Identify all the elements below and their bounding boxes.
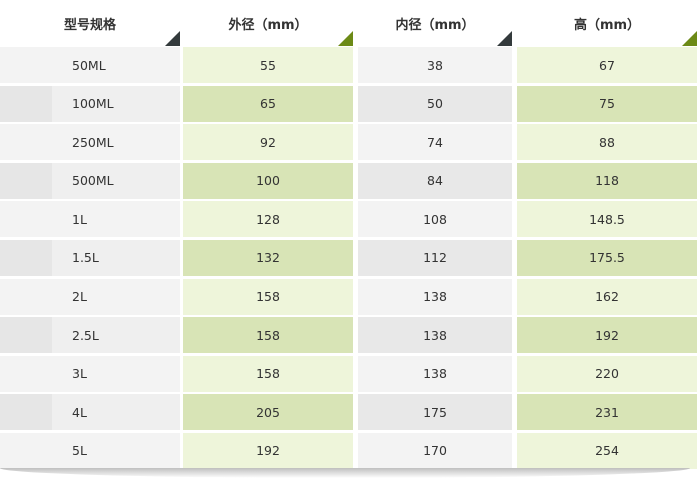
table-cell: 192 [517, 317, 697, 354]
header-outer: 外径（mm） [183, 0, 353, 46]
table-cell: 50 [358, 85, 512, 122]
corner-triangle-icon [682, 31, 697, 46]
table-cell: 4L [0, 394, 180, 431]
table-cell: 118 [517, 162, 697, 199]
table-cell: 170 [358, 432, 512, 469]
table-cell: 92 [183, 124, 353, 161]
table-cell: 74 [358, 124, 512, 161]
header-label: 型号规格 [63, 17, 116, 33]
table-cell: 75 [517, 85, 697, 122]
table-cell: 1L [0, 201, 180, 238]
table-cell: 38 [358, 47, 512, 83]
table-cell: 1.5L [0, 239, 180, 276]
table-cell: 132 [183, 239, 353, 276]
table-cell: 2L [0, 278, 180, 315]
header-height: 高（mm） [517, 0, 697, 46]
table-cell: 192 [183, 432, 353, 469]
header-label: 内径（mm） [395, 17, 475, 33]
table-cell: 3L [0, 355, 180, 392]
table-cell: 128 [183, 201, 353, 238]
table-cell: 220 [517, 355, 697, 392]
table-cell: 112 [358, 239, 512, 276]
table-cell: 138 [358, 317, 512, 354]
table-cell: 65 [183, 85, 353, 122]
column-inner: 38 50 74 84 108 112 138 138 138 175 170 [358, 47, 512, 472]
corner-triangle-icon [165, 31, 180, 46]
table-cell: 67 [517, 47, 697, 83]
table-cell: 108 [358, 201, 512, 238]
header-label: 外径（mm） [228, 17, 308, 33]
header-inner: 内径（mm） [358, 0, 512, 46]
column-model: 50ML 100ML 250ML 500ML 1L 1.5L 2L 2.5L 3L 4L 5L [0, 47, 180, 472]
table-cell: 162 [517, 278, 697, 315]
table-cell: 158 [183, 278, 353, 315]
table-cell: 175.5 [517, 239, 697, 276]
table-cell: 175 [358, 394, 512, 431]
table-cell: 231 [517, 394, 697, 431]
corner-triangle-icon [338, 31, 353, 46]
table-cell: 254 [517, 432, 697, 469]
header-model: 型号规格 [0, 0, 180, 46]
column-height: 67 75 88 118 148.5 175.5 162 192 220 231 254 [517, 47, 697, 472]
table-cell: 138 [358, 355, 512, 392]
table-cell: 250ML [0, 124, 180, 161]
header-label: 高（mm） [573, 17, 641, 33]
table-cell: 148.5 [517, 201, 697, 238]
table-shadow [0, 468, 690, 478]
table-cell: 55 [183, 47, 353, 83]
table-cell: 50ML [0, 47, 180, 83]
table-cell: 100ML [0, 85, 180, 122]
table-cell: 205 [183, 394, 353, 431]
table-cell: 158 [183, 355, 353, 392]
table-cell: 500ML [0, 162, 180, 199]
table-cell: 5L [0, 432, 180, 469]
corner-triangle-icon [497, 31, 512, 46]
table-cell: 84 [358, 162, 512, 199]
column-outer: 55 65 92 100 128 132 158 158 158 205 192 [183, 47, 353, 472]
table-cell: 158 [183, 317, 353, 354]
table-cell: 2.5L [0, 317, 180, 354]
table-cell: 138 [358, 278, 512, 315]
table-cell: 100 [183, 162, 353, 199]
table-cell: 88 [517, 124, 697, 161]
